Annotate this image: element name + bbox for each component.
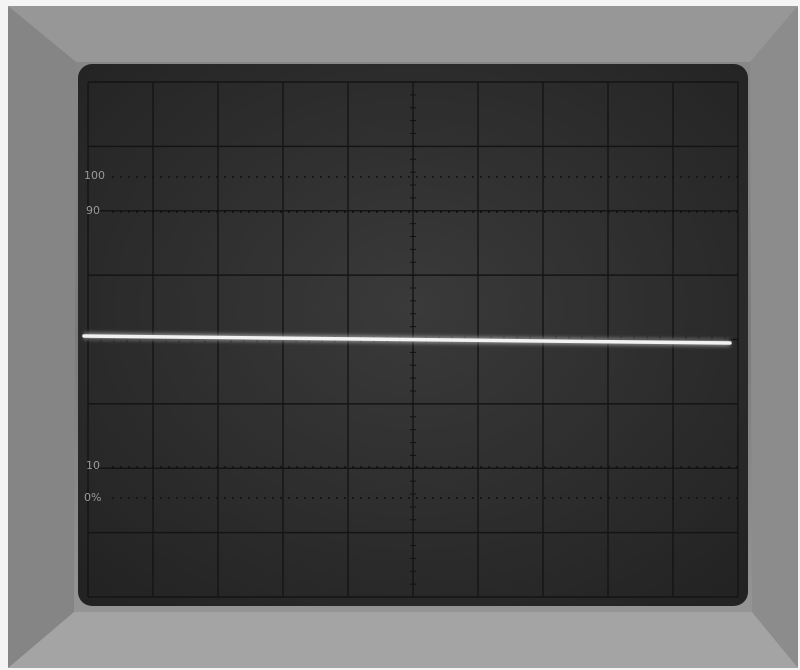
label-0: 0% [84,491,101,504]
label-90: 90 [86,204,100,217]
trace [82,334,732,345]
bezel-left [8,6,76,668]
bezel-right [750,6,798,668]
reference-lines [112,176,738,499]
label-100: 100 [84,169,105,182]
label-10: 10 [86,459,100,472]
bezel-bottom [8,612,798,668]
bezel-top [8,6,798,62]
